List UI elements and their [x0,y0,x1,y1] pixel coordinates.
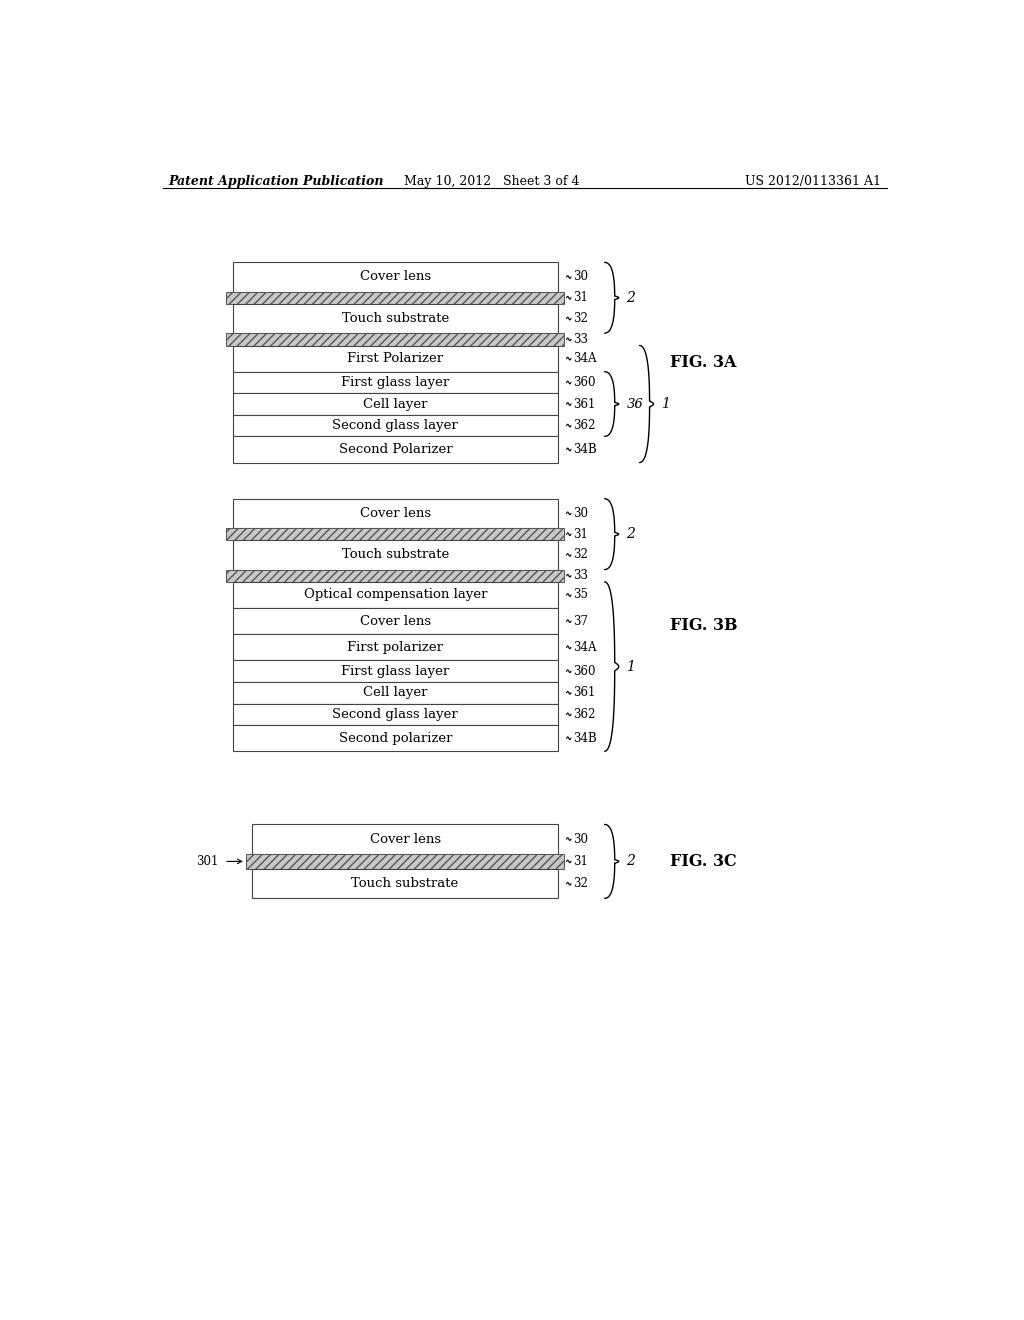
Bar [226,292,564,304]
Text: FIG. 3B: FIG. 3B [671,616,738,634]
Bar [232,609,558,635]
Text: Cell layer: Cell layer [364,686,428,700]
Text: US 2012/0113361 A1: US 2012/0113361 A1 [745,176,882,189]
Bar [252,869,558,899]
Text: 361: 361 [572,397,595,411]
Text: First glass layer: First glass layer [341,665,450,677]
Text: 301: 301 [197,855,219,869]
Text: 1: 1 [627,660,635,673]
Text: 360: 360 [572,376,595,389]
Text: 33: 33 [572,333,588,346]
Bar [232,682,558,704]
Bar [232,346,558,372]
Text: Optical compensation layer: Optical compensation layer [304,589,487,602]
Text: 32: 32 [572,878,588,890]
Text: FIG. 3C: FIG. 3C [671,853,737,870]
Bar [232,372,558,393]
Text: 34B: 34B [572,444,597,455]
Text: First polarizer: First polarizer [347,640,443,653]
Bar [232,704,558,725]
Text: First glass layer: First glass layer [341,376,450,389]
Bar [232,263,558,292]
Text: First Polarizer: First Polarizer [347,352,443,366]
Text: 2: 2 [627,290,635,305]
Text: 34B: 34B [572,731,597,744]
Text: Cover lens: Cover lens [359,271,431,284]
Text: Patent Application Publication: Patent Application Publication [168,176,384,189]
Text: 36: 36 [627,397,643,411]
Text: 34A: 34A [572,640,596,653]
Bar [232,393,558,414]
Bar [226,333,564,346]
Bar [232,660,558,682]
Bar [232,499,558,528]
Text: Cover lens: Cover lens [370,833,440,846]
Bar [232,304,558,333]
Text: Cover lens: Cover lens [359,507,431,520]
Text: 37: 37 [572,615,588,628]
Bar [232,725,558,751]
Text: 2: 2 [627,854,635,869]
Text: Touch substrate: Touch substrate [342,548,449,561]
Text: Touch substrate: Touch substrate [351,878,459,890]
Text: 34A: 34A [572,352,596,366]
Bar [226,528,564,540]
Text: Cover lens: Cover lens [359,615,431,628]
Text: 360: 360 [572,665,595,677]
Text: Second polarizer: Second polarizer [339,731,453,744]
Text: Second Polarizer: Second Polarizer [339,444,453,455]
Text: 31: 31 [572,855,588,869]
Text: 33: 33 [572,569,588,582]
Text: 35: 35 [572,589,588,602]
Bar [226,570,564,582]
Bar [246,854,564,869]
Text: FIG. 3A: FIG. 3A [671,354,737,371]
Text: Second glass layer: Second glass layer [333,708,459,721]
Text: 31: 31 [572,292,588,305]
Text: 361: 361 [572,686,595,700]
Bar [232,635,558,660]
Bar [252,825,558,854]
Text: 32: 32 [572,312,588,325]
Text: Touch substrate: Touch substrate [342,312,449,325]
Text: 30: 30 [572,507,588,520]
Bar [232,582,558,609]
Text: May 10, 2012   Sheet 3 of 4: May 10, 2012 Sheet 3 of 4 [404,176,580,189]
Text: Cell layer: Cell layer [364,397,428,411]
Text: 30: 30 [572,271,588,284]
Bar [232,540,558,570]
Bar [232,414,558,437]
Text: 30: 30 [572,833,588,846]
Text: 1: 1 [662,397,671,411]
Text: 362: 362 [572,708,595,721]
Text: 31: 31 [572,528,588,541]
Text: 362: 362 [572,418,595,432]
Text: 32: 32 [572,548,588,561]
Text: Second glass layer: Second glass layer [333,418,459,432]
Bar [232,437,558,462]
Text: 2: 2 [627,527,635,541]
